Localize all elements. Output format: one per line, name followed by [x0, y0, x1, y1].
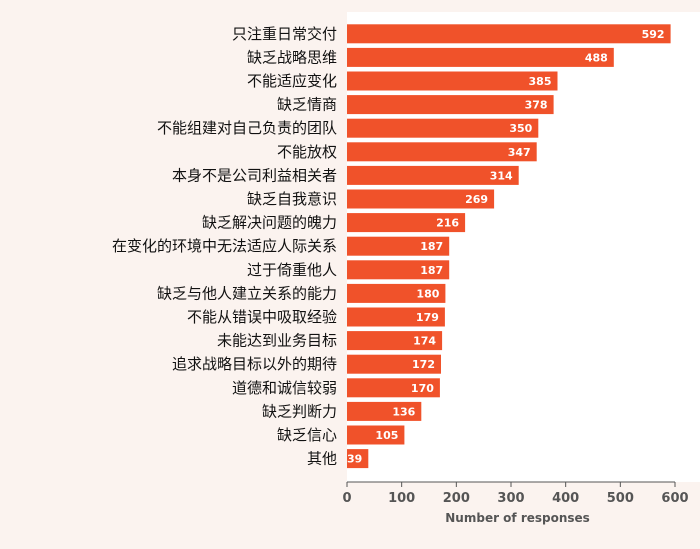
- x-tick-label: 400: [552, 491, 579, 506]
- value-label: 180: [416, 287, 439, 300]
- value-label: 269: [465, 193, 488, 206]
- value-label: 385: [529, 75, 552, 88]
- category-label: 缺乏判断力: [262, 402, 337, 420]
- value-label: 136: [392, 405, 415, 418]
- bar: [347, 95, 554, 115]
- category-label: 缺乏情商: [277, 96, 337, 114]
- x-tick-label: 300: [497, 491, 524, 506]
- bar: [347, 142, 537, 162]
- value-label: 347: [508, 146, 531, 159]
- bar: [347, 307, 445, 327]
- category-label: 道德和诚信较弱: [232, 379, 337, 397]
- bar: [347, 283, 446, 303]
- bar: [347, 24, 671, 44]
- category-label: 缺乏与他人建立关系的能力: [157, 284, 337, 302]
- bar: [347, 331, 443, 351]
- value-label: 592: [642, 28, 665, 41]
- value-label: 314: [490, 169, 513, 182]
- category-label: 未能达到业务目标: [217, 332, 337, 350]
- value-label: 170: [411, 382, 434, 395]
- value-label: 216: [436, 217, 459, 230]
- category-label: 不能适应变化: [247, 72, 337, 90]
- value-label: 488: [585, 51, 608, 64]
- value-label: 172: [412, 358, 435, 371]
- bar: [347, 213, 466, 233]
- bar: [347, 354, 441, 374]
- bar: [347, 260, 450, 280]
- x-tick-label: 500: [607, 491, 634, 506]
- category-label: 缺乏战略思维: [247, 48, 337, 66]
- value-label: 105: [375, 429, 398, 442]
- bar: [347, 236, 450, 256]
- value-label: 39: [347, 453, 362, 466]
- value-label: 174: [413, 335, 436, 348]
- bar: [347, 71, 558, 91]
- category-label: 不能从错误中吸取经验: [187, 308, 337, 326]
- value-label: 187: [420, 240, 443, 253]
- value-label: 350: [509, 122, 532, 135]
- category-label: 缺乏自我意识: [247, 190, 337, 208]
- value-label: 378: [525, 99, 548, 112]
- category-label: 本身不是公司利益相关者: [172, 166, 337, 184]
- value-label: 179: [416, 311, 439, 324]
- bar: [347, 378, 440, 398]
- category-label: 过于倚重他人: [247, 261, 337, 279]
- x-axis-title: Number of responses: [445, 511, 590, 525]
- category-label: 缺乏解决问题的魄力: [202, 214, 337, 232]
- category-label: 只注重日常交付: [232, 25, 337, 43]
- x-tick-label: 0: [342, 491, 351, 506]
- category-label: 不能组建对自己负责的团队: [157, 119, 337, 137]
- bar: [347, 165, 519, 185]
- bar: [347, 449, 369, 469]
- category-label: 追求战略目标以外的期待: [172, 355, 337, 373]
- bar: [347, 425, 405, 445]
- x-tick-label: 200: [443, 491, 470, 506]
- bar: [347, 47, 614, 67]
- bar: [347, 401, 422, 421]
- category-label: 在变化的环境中无法适应人际关系: [112, 237, 337, 255]
- x-tick-label: 100: [388, 491, 415, 506]
- category-label: 缺乏信心: [277, 426, 337, 444]
- category-label: 不能放权: [277, 143, 337, 161]
- value-label: 187: [420, 264, 443, 277]
- category-label: 其他: [307, 450, 337, 468]
- bar: [347, 118, 539, 138]
- bar: [347, 189, 495, 209]
- x-tick-label: 600: [661, 491, 688, 506]
